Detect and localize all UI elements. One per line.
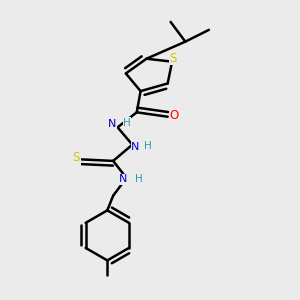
Text: S: S (169, 52, 177, 64)
Text: O: O (169, 109, 179, 122)
Text: S: S (73, 152, 80, 164)
Text: H: H (135, 174, 143, 184)
Text: N: N (131, 142, 140, 152)
Text: N: N (119, 174, 128, 184)
Text: N: N (108, 119, 116, 129)
Text: H: H (123, 118, 131, 128)
Text: H: H (144, 141, 152, 151)
